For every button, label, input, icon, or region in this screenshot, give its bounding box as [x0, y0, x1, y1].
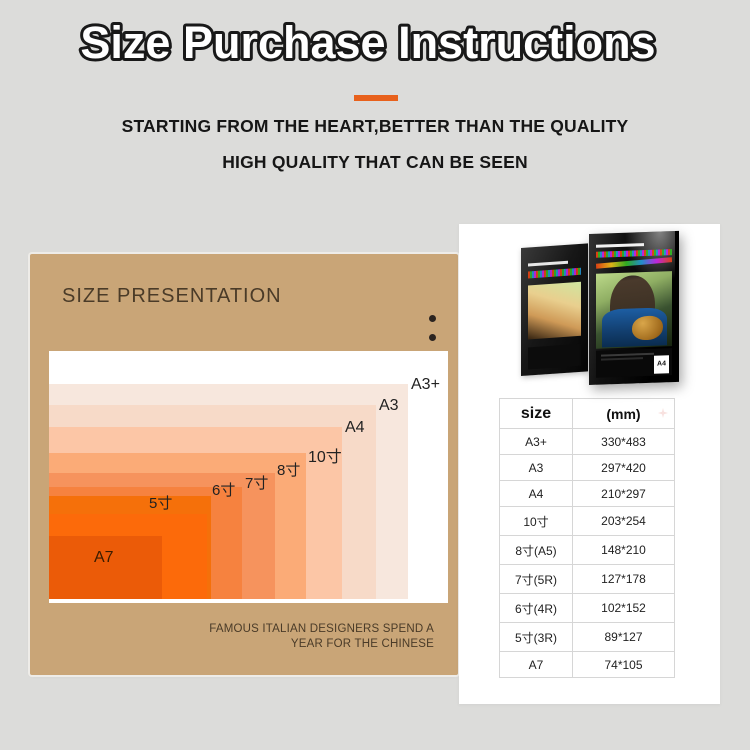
svg-text:Size Purchase Instructions: Size Purchase Instructions — [80, 17, 655, 68]
